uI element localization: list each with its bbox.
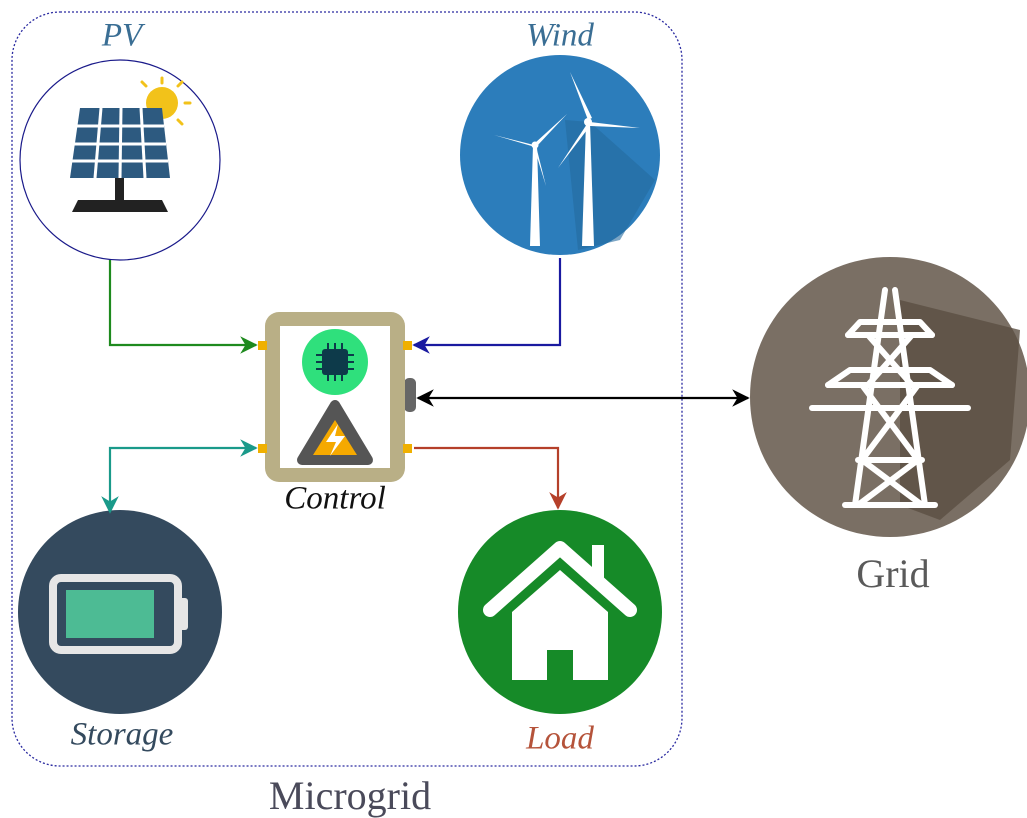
wind-icon (460, 55, 660, 255)
storage-arrow (110, 448, 256, 512)
storage-icon (18, 510, 222, 714)
grid-icon (750, 257, 1027, 537)
pv-arrow (110, 260, 256, 345)
load-arrow (414, 448, 558, 508)
control-icon (258, 312, 416, 482)
diagram: PV Wind Control Storage (0, 0, 1027, 818)
grid-label: Grid (856, 551, 929, 596)
pv-label: PV (101, 18, 146, 54)
connections (110, 258, 748, 512)
wind-arrow (414, 258, 560, 345)
microgrid-label: Microgrid (269, 773, 431, 818)
load-icon (458, 510, 662, 714)
storage-label: Storage (71, 717, 174, 753)
load-label: Load (525, 721, 594, 757)
control-label: Control (284, 481, 385, 517)
pv-icon (20, 60, 220, 260)
wind-label: Wind (526, 18, 594, 54)
